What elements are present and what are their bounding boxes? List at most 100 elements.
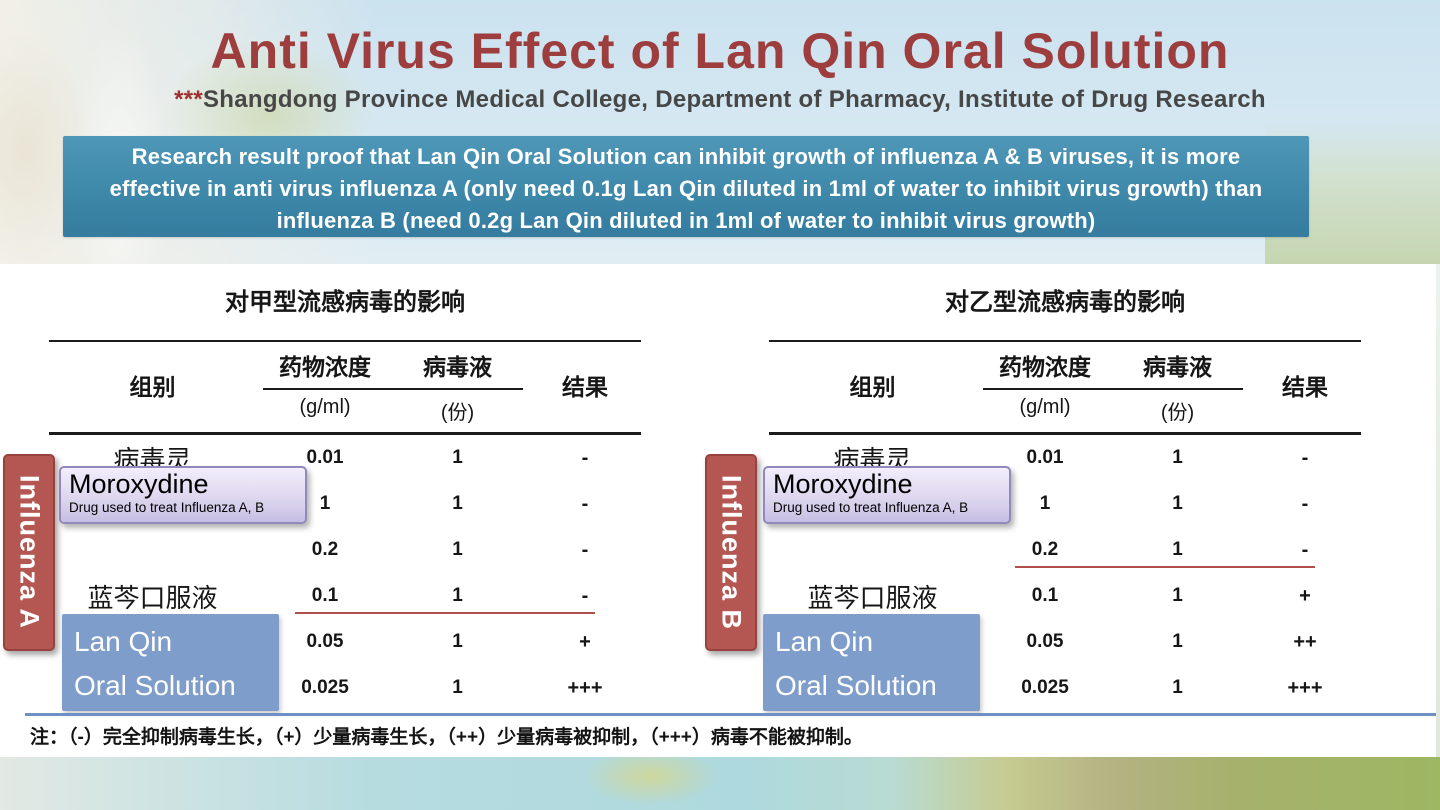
- header-rule-top: [769, 340, 1361, 342]
- lanqin-line2: Oral Solution: [74, 670, 236, 701]
- virus-value: 1: [1172, 447, 1183, 468]
- col-header-virus: 病毒液: [1143, 354, 1212, 380]
- concentration-value: 0.05: [306, 631, 344, 652]
- moroxydine-annotation: Moroxydine Drug used to treat Influenza …: [59, 466, 307, 524]
- result-value: -: [1301, 538, 1309, 561]
- lanqin-line1: Lan Qin: [74, 626, 173, 657]
- table-influenza-b: 对乙型流感病毒的影响 组别 药物浓度 病毒液 (g/ml) (份) 结果 病毒灵…: [765, 282, 1365, 714]
- col-header-concentration: 药物浓度: [999, 354, 1091, 380]
- col-unit-concentration: (g/ml): [1019, 396, 1071, 418]
- table-row: 0.05 1 ++: [765, 619, 1365, 665]
- table-body: 病毒灵 0.01 1 - 1 1 - 0.2 1 - 蓝芩口服液 0.1: [765, 435, 1365, 711]
- concentration-value: 0.2: [311, 539, 339, 560]
- result-value: -: [581, 446, 589, 469]
- table-row: 0.2 1 -: [765, 527, 1365, 573]
- concentration-value: 1: [1039, 493, 1051, 514]
- lanqin-annotation: Lan Qin Oral Solution: [62, 614, 279, 711]
- col-header-group: 组别: [129, 374, 176, 400]
- col-header-result: 结果: [1282, 374, 1328, 400]
- moroxydine-annotation: Moroxydine Drug used to treat Influenza …: [763, 466, 1011, 524]
- page-subtitle: ***Shangdong Province Medical College, D…: [0, 86, 1440, 114]
- summary-box: Research result proof that Lan Qin Oral …: [63, 136, 1309, 237]
- result-value: -: [581, 492, 589, 515]
- concentration-value: 0.01: [306, 447, 344, 468]
- moroxydine-title: Moroxydine: [773, 469, 913, 499]
- header-rule-mid: [983, 388, 1243, 390]
- concentration-value: 0.2: [1031, 539, 1059, 560]
- summary-line: influenza B (need 0.2g Lan Qin diluted i…: [276, 208, 1096, 233]
- header-rule-bottom: [769, 432, 1361, 435]
- virus-value: 1: [452, 539, 463, 560]
- virus-value: 1: [452, 493, 463, 514]
- concentration-value: 0.1: [311, 585, 339, 606]
- col-header-virus: 病毒液: [423, 354, 492, 380]
- background-water-strip: [0, 756, 1440, 810]
- concentration-value: 1: [319, 493, 331, 514]
- background-right-sliver: [1435, 264, 1440, 757]
- summary-line: effective in anti virus influenza A (onl…: [109, 176, 1263, 201]
- result-value: ++: [1293, 630, 1317, 653]
- group-name: 蓝芩口服液: [87, 582, 218, 613]
- header-rule-mid: [263, 388, 523, 390]
- col-unit-concentration: (g/ml): [299, 396, 351, 418]
- table-influenza-a: 对甲型流感病毒的影响 组别 药物浓度 病毒液 (g/ml) (份) 结果 病毒灵…: [45, 282, 645, 714]
- influenza-a-label: Influenza A: [3, 454, 55, 651]
- table-title: 对甲型流感病毒的影响: [225, 289, 465, 316]
- summary-line: Research result proof that Lan Qin Oral …: [131, 144, 1241, 169]
- col-header-result: 结果: [562, 374, 608, 400]
- col-unit-virus: (份): [440, 402, 475, 424]
- table-row: 0.05 1 +: [45, 619, 645, 665]
- subtitle-stars: ***: [174, 86, 203, 113]
- lanqin-line2: Oral Solution: [775, 670, 937, 701]
- col-unit-virus: (份): [1160, 402, 1195, 424]
- result-value: -: [581, 538, 589, 561]
- header-rule-bottom: [49, 432, 641, 435]
- lanqin-line1: Lan Qin: [775, 626, 874, 657]
- result-value: -: [1301, 446, 1309, 469]
- blue-divider-line: [25, 713, 1436, 716]
- virus-value: 1: [452, 677, 463, 698]
- virus-value: 1: [452, 447, 463, 468]
- concentration-value: 0.05: [1026, 631, 1064, 652]
- footnote: 注：（-）完全抑制病毒生长，（+）少量病毒生长，（++）少量病毒被抑制，（+++…: [30, 727, 863, 748]
- table-row: 蓝芩口服液 0.1 1 -: [45, 573, 645, 619]
- moroxydine-subtitle: Drug used to treat Influenza A, B: [773, 500, 969, 515]
- result-value: +++: [1287, 676, 1323, 699]
- result-value: +: [579, 630, 591, 653]
- virus-value: 1: [1172, 677, 1183, 698]
- table-row: 1 1 -: [45, 481, 645, 527]
- table-title: 对乙型流感病毒的影响: [945, 289, 1185, 316]
- concentration-value: 0.025: [1021, 677, 1069, 698]
- virus-value: 1: [1172, 631, 1183, 652]
- virus-value: 1: [1172, 493, 1183, 514]
- result-value: +++: [567, 676, 603, 699]
- virus-value: 1: [1172, 585, 1183, 606]
- concentration-value: 0.01: [1026, 447, 1064, 468]
- table-row: 蓝芩口服液 0.1 1 +: [765, 573, 1365, 619]
- influenza-b-label: Influenza B: [705, 454, 757, 651]
- page-title: Anti Virus Effect of Lan Qin Oral Soluti…: [210, 23, 1230, 79]
- table-row: 0.025 1 +++: [765, 665, 1365, 711]
- table-row: 0.025 1 +++: [45, 665, 645, 711]
- virus-value: 1: [1172, 539, 1183, 560]
- result-value: -: [581, 584, 589, 607]
- col-header-group: 组别: [849, 374, 896, 400]
- header-rule-top: [49, 340, 641, 342]
- concentration-value: 0.1: [1031, 585, 1059, 606]
- virus-value: 1: [452, 585, 463, 606]
- table-header: 组别 药物浓度 病毒液 (g/ml) (份) 结果: [765, 340, 1365, 435]
- col-header-concentration: 药物浓度: [279, 354, 371, 380]
- moroxydine-title: Moroxydine: [69, 469, 209, 499]
- table-header: 组别 药物浓度 病毒液 (g/ml) (份) 结果: [45, 340, 645, 435]
- virus-value: 1: [452, 631, 463, 652]
- group-name: 蓝芩口服液: [807, 582, 938, 613]
- table-row: 0.2 1 -: [45, 527, 645, 573]
- table-row: 1 1 -: [765, 481, 1365, 527]
- lanqin-annotation: Lan Qin Oral Solution: [763, 614, 980, 711]
- result-value: +: [1299, 584, 1311, 607]
- red-underline: [295, 611, 595, 614]
- red-underline: [1015, 565, 1315, 568]
- result-value: -: [1301, 492, 1309, 515]
- moroxydine-subtitle: Drug used to treat Influenza A, B: [69, 500, 265, 515]
